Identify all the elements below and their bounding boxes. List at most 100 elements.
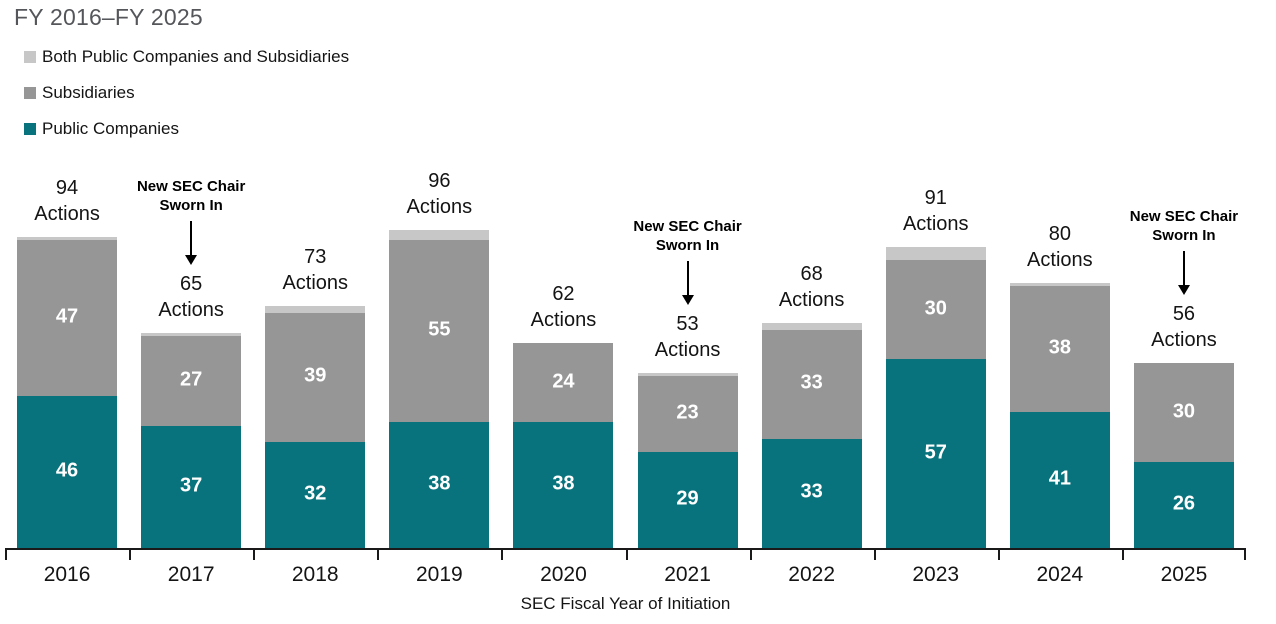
segment-public-companies-2016: 46: [17, 395, 118, 548]
arrow-head-icon: [1177, 285, 1190, 295]
annotation-text-2021: New SEC Chair Sworn In: [618, 217, 758, 255]
segment-public-companies-2018: 32: [265, 441, 366, 548]
annotation-text-2017: New SEC Chair Sworn In: [121, 177, 261, 215]
total-suffix: Actions: [1151, 329, 1217, 351]
total-suffix: Actions: [778, 289, 845, 311]
segment-public-companies-2023: 57: [885, 359, 986, 548]
bar-2023: 30 57: [885, 247, 986, 548]
segment-subsidiaries-2017: 27: [141, 336, 242, 426]
bar-2021: 23 29: [637, 373, 738, 549]
segment-public-companies-2022: 33: [761, 438, 862, 549]
x-tick-label-2020: 2020: [540, 563, 587, 586]
total-label-2016: 94 Actions: [5, 175, 129, 227]
x-tick-label-2023: 2023: [912, 563, 960, 586]
legend-item-2: Public Companies: [24, 117, 349, 141]
segment-value-label: 27: [180, 368, 203, 391]
x-axis-tick: [377, 548, 380, 560]
annotation-arrow-2017: [129, 221, 253, 265]
x-tick-label-2018: 2018: [291, 563, 339, 586]
total-value: 96: [428, 170, 451, 192]
legend-swatch-icon: [24, 123, 36, 135]
legend: Both Public Companies and Subsidiaries Su…: [24, 45, 349, 153]
segment-value-label: 38: [552, 472, 575, 495]
segment-both-2019: [389, 230, 490, 240]
total-value: 80: [1048, 223, 1071, 245]
total-value: 53: [676, 313, 699, 335]
segment-subsidiaries-2025: 30: [1133, 363, 1234, 463]
total-suffix: Actions: [530, 309, 597, 331]
segment-public-companies-2025: 26: [1133, 462, 1234, 548]
bar-2017: 27 37: [141, 333, 242, 548]
total-value: 56: [1172, 303, 1196, 325]
segment-both-2023: [885, 247, 986, 261]
arrow-head-icon: [681, 295, 694, 305]
segment-public-companies-2017: 37: [141, 425, 242, 548]
segment-both-2017: [141, 333, 242, 337]
annotation-text-2025: New SEC Chair Sworn In: [1114, 207, 1254, 245]
x-axis-tick: [253, 548, 256, 560]
total-label-2025: 56 Actions: [1122, 301, 1246, 353]
x-tick-label-2016: 2016: [43, 563, 91, 586]
total-value: 62: [552, 283, 575, 305]
segment-value-label: 38: [1048, 336, 1071, 359]
segment-both-2022: [761, 323, 862, 330]
segment-value-label: 37: [180, 474, 203, 497]
legend-swatch-icon: [24, 51, 36, 63]
total-suffix: Actions: [1027, 249, 1093, 271]
segment-both-2024: [1009, 283, 1110, 287]
annotation-line: Sworn In: [1152, 227, 1216, 244]
total-label-2019: 96 Actions: [377, 168, 501, 220]
segment-subsidiaries-2019: 55: [389, 239, 490, 422]
segment-subsidiaries-2016: 47: [17, 240, 118, 396]
segment-subsidiaries-2022: 33: [761, 329, 862, 439]
total-label-2023: 91 Actions: [874, 185, 998, 237]
segment-value-label: 23: [676, 401, 699, 424]
segment-subsidiaries-2021: 23: [637, 376, 738, 453]
x-axis-tick: [5, 548, 7, 560]
arrow-shaft: [190, 221, 193, 255]
x-tick-label-2022: 2022: [788, 563, 835, 586]
segment-public-companies-2020: 38: [513, 422, 614, 548]
x-axis-tick: [1244, 548, 1246, 560]
segment-subsidiaries-2018: 39: [265, 312, 366, 442]
annotation-line: New SEC Chair: [1129, 208, 1239, 225]
segment-subsidiaries-2024: 38: [1009, 286, 1110, 413]
x-tick-label-2021: 2021: [664, 563, 711, 586]
annotation-line: New SEC Chair: [633, 218, 742, 235]
segment-value-label: 24: [552, 370, 575, 393]
x-axis-tick: [501, 548, 504, 560]
segment-value-label: 57: [924, 441, 947, 464]
segment-value-label: 32: [304, 482, 327, 505]
segment-value-label: 47: [55, 305, 79, 328]
segment-both-2018: [265, 306, 366, 313]
bar-2025: 30 26: [1133, 363, 1234, 548]
x-axis-tick: [873, 548, 876, 560]
legend-item-label: Both Public Companies and Subsidiaries: [42, 47, 350, 66]
total-label-2022: 68 Actions: [750, 261, 874, 313]
total-suffix: Actions: [34, 203, 100, 225]
x-axis-tick: [129, 548, 132, 560]
bar-2020: 24 38: [513, 343, 614, 548]
arrow-shaft: [686, 261, 689, 295]
legend-item-0: Both Public Companies and Subsidiaries: [24, 45, 349, 69]
total-value: 91: [924, 187, 947, 209]
legend-item-label: Subsidiaries: [42, 83, 135, 102]
x-tick-label-2025: 2025: [1160, 563, 1208, 586]
bar-2024: 38 41: [1009, 283, 1110, 548]
x-axis-title: SEC Fiscal Year of Initiation: [520, 594, 731, 613]
annotation-line: Sworn In: [655, 237, 720, 254]
annotation-arrow-2021: [626, 261, 750, 305]
total-suffix: Actions: [654, 339, 721, 361]
bar-2019: 55 38: [389, 230, 490, 548]
total-label-2018: 73 Actions: [253, 244, 377, 296]
x-tick-label-2019: 2019: [415, 563, 463, 586]
annotation-line: Sworn In: [159, 197, 223, 214]
segment-value-label: 33: [800, 480, 823, 503]
segment-subsidiaries-2023: 30: [885, 260, 986, 360]
segment-public-companies-2019: 38: [389, 421, 490, 548]
x-axis-tick: [749, 548, 752, 560]
segment-both-2021: [637, 373, 738, 377]
total-value: 65: [180, 273, 203, 295]
bar-2016: 47 46: [17, 237, 118, 548]
